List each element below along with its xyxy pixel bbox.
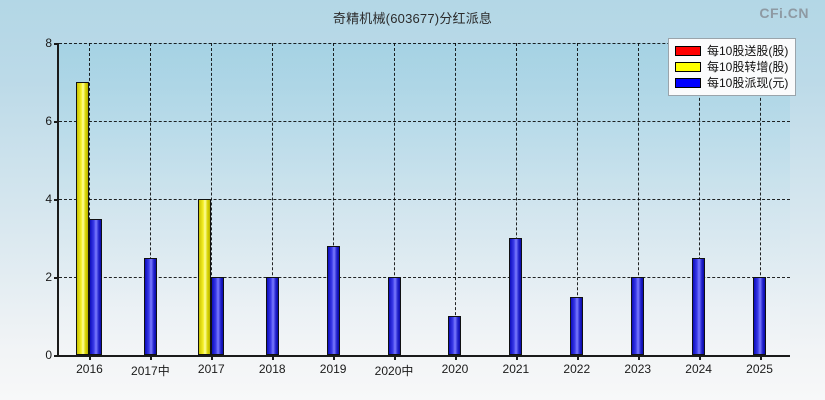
gridline-vertical bbox=[333, 43, 335, 355]
y-axis-label: 4 bbox=[45, 192, 52, 206]
legend-item-song[interactable]: 每10股送股(股) bbox=[675, 43, 788, 59]
legend-swatch-zhuanzeng bbox=[675, 62, 701, 72]
gridline-horizontal bbox=[59, 121, 790, 122]
x-axis-label: 2019 bbox=[319, 362, 347, 376]
gridline-horizontal bbox=[59, 43, 790, 44]
bar-2017中-paixian bbox=[143, 257, 157, 355]
legend-label-paixian: 每10股派现(元) bbox=[707, 76, 789, 90]
legend-item-paixian[interactable]: 每10股派现(元) bbox=[675, 75, 788, 91]
y-axis-tick bbox=[54, 121, 59, 123]
legend-item-zhuanzeng[interactable]: 每10股转增(股) bbox=[675, 59, 788, 75]
bar-2016-paixian bbox=[89, 218, 103, 355]
x-axis-label: 2025 bbox=[746, 362, 773, 376]
x-axis-label: 2017 bbox=[197, 362, 225, 376]
x-axis-label: 2020 bbox=[441, 362, 469, 376]
gridline-horizontal bbox=[59, 199, 790, 200]
x-axis-tick bbox=[515, 355, 518, 360]
x-axis-label: 2024 bbox=[685, 362, 712, 376]
bar-2021-paixian bbox=[509, 238, 523, 355]
gridline-vertical bbox=[515, 43, 517, 355]
x-axis-label: 2020中 bbox=[374, 364, 414, 378]
x-axis-label: 2023 bbox=[624, 362, 652, 376]
bar-2017-zhuanzeng bbox=[198, 199, 212, 355]
bar-2020-paixian bbox=[448, 316, 462, 355]
bar-2019-paixian bbox=[326, 245, 340, 355]
gridline-vertical bbox=[637, 43, 639, 355]
gridline-vertical bbox=[89, 43, 91, 355]
legend-swatch-paixian bbox=[675, 78, 701, 88]
x-axis-tick bbox=[211, 355, 214, 360]
legend-label-song: 每10股送股(股) bbox=[707, 44, 789, 58]
watermark-label: CFi.CN bbox=[759, 5, 809, 21]
bar-2025-paixian bbox=[753, 277, 767, 355]
page-title: 奇精机械(603677)分红派息 bbox=[332, 11, 493, 26]
y-axis-tick bbox=[54, 355, 59, 357]
y-axis-label: 8 bbox=[45, 36, 52, 50]
gridline-vertical bbox=[150, 43, 152, 355]
x-axis-tick bbox=[333, 355, 336, 360]
bar-2017-paixian bbox=[211, 277, 225, 355]
gridline-vertical bbox=[394, 43, 396, 355]
bar-2024-paixian bbox=[692, 257, 706, 355]
gridline-vertical bbox=[698, 43, 700, 355]
x-axis-tick bbox=[394, 355, 397, 360]
x-axis-tick bbox=[89, 355, 92, 360]
legend-label-zhuanzeng: 每10股转增(股) bbox=[707, 60, 789, 74]
gridline-vertical bbox=[576, 43, 578, 355]
gridline-vertical bbox=[211, 43, 213, 355]
gridline-horizontal bbox=[59, 277, 790, 278]
legend-swatch-song bbox=[675, 46, 701, 56]
bar-2023-paixian bbox=[631, 277, 645, 355]
x-axis-tick bbox=[759, 355, 762, 360]
bar-2018-paixian bbox=[265, 277, 279, 355]
gridline-vertical bbox=[759, 43, 761, 355]
x-axis-tick bbox=[637, 355, 640, 360]
x-axis-label: 2022 bbox=[563, 362, 591, 376]
y-axis-label: 2 bbox=[45, 270, 52, 284]
x-axis-label: 2016 bbox=[76, 362, 103, 376]
bar-2020中-paixian bbox=[387, 277, 401, 355]
x-axis-label: 2017中 bbox=[131, 364, 170, 378]
y-axis-label: 6 bbox=[45, 114, 52, 128]
x-axis-label: 2018 bbox=[258, 362, 286, 376]
x-axis-label: 2021 bbox=[502, 362, 530, 376]
y-axis-tick bbox=[54, 43, 59, 45]
y-axis-tick bbox=[54, 199, 59, 201]
x-axis-tick bbox=[150, 355, 153, 360]
x-axis-tick bbox=[698, 355, 701, 360]
gridline-vertical bbox=[272, 43, 274, 355]
chart-legend: 每10股送股(股) 每10股转增(股) 每10股派现(元) bbox=[668, 38, 797, 96]
x-axis-tick bbox=[454, 355, 457, 360]
x-axis-tick bbox=[272, 355, 275, 360]
gridline-vertical bbox=[454, 43, 456, 355]
y-axis-label: 0 bbox=[45, 348, 52, 362]
bar-2016-zhuanzeng bbox=[76, 82, 90, 355]
y-axis-tick bbox=[54, 277, 59, 279]
bar-2022-paixian bbox=[570, 296, 584, 355]
x-axis-tick bbox=[576, 355, 579, 360]
plot-area: 0 2 4 6 8 2016 2017中 2017 2018 2019 2020中 2020 2021 2… bbox=[45, 36, 790, 378]
